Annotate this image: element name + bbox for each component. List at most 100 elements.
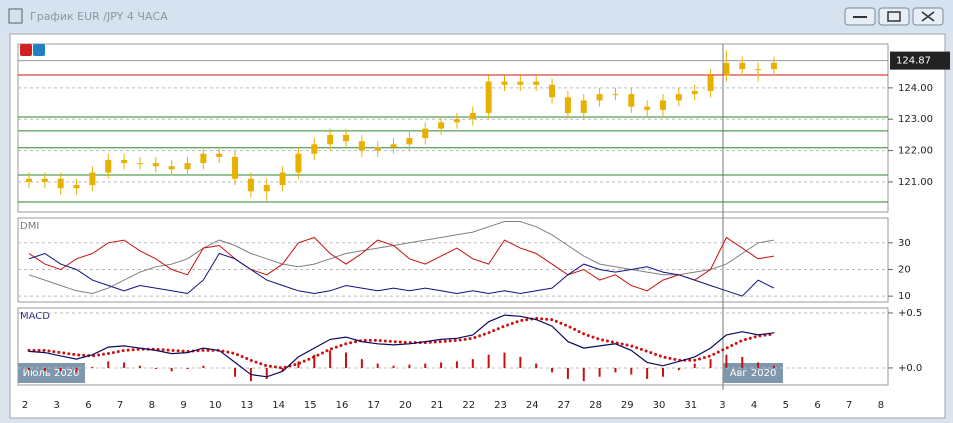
x-tick-label: 7 xyxy=(117,400,123,411)
macd-line xyxy=(28,314,775,378)
y-tick-label: +0.5 xyxy=(898,308,922,319)
x-tick-label: 28 xyxy=(589,400,602,411)
month-label: Авг 2020 xyxy=(730,368,777,379)
candle-body xyxy=(390,144,397,148)
candle-body xyxy=(564,97,571,113)
x-tick-label: 24 xyxy=(526,400,539,411)
candle-body xyxy=(57,178,64,189)
histogram-bar xyxy=(440,362,443,368)
histogram-bar xyxy=(202,365,205,368)
histogram-bar xyxy=(75,367,78,373)
candle-body xyxy=(374,147,381,151)
title-bar xyxy=(0,0,953,32)
candle-body xyxy=(327,134,334,145)
candle-body xyxy=(644,106,651,110)
candle-body xyxy=(105,159,112,173)
histogram-bar xyxy=(408,364,411,368)
candle-body xyxy=(453,119,460,123)
candle-body xyxy=(628,94,635,107)
histogram-bar xyxy=(662,367,664,377)
candle-body xyxy=(739,62,746,70)
candle-body xyxy=(755,69,762,71)
y-tick-label: 124.00 xyxy=(898,83,933,94)
dmi-panel xyxy=(17,217,889,303)
candle-body xyxy=(707,75,714,92)
line-series xyxy=(28,236,774,292)
candle-body xyxy=(343,134,349,142)
candle-body xyxy=(533,81,540,85)
histogram-bar xyxy=(392,365,395,368)
histogram-bar xyxy=(138,365,141,368)
y-tick-label: 122.00 xyxy=(898,146,933,157)
last-price-label: 124.87 xyxy=(896,56,931,67)
candle-body xyxy=(295,153,302,173)
x-tick-label: 7 xyxy=(846,400,852,411)
x-tick-label: 22 xyxy=(462,400,475,411)
candle-body xyxy=(41,178,48,182)
last-price-box xyxy=(890,51,950,70)
x-tick-label: 5 xyxy=(783,400,789,411)
histogram-bar xyxy=(519,356,522,368)
histogram-bar xyxy=(424,363,427,368)
histogram-bar xyxy=(757,362,760,368)
blue-button[interactable] xyxy=(33,44,45,56)
histogram-bar xyxy=(471,359,474,368)
histogram-bar xyxy=(265,367,268,379)
x-tick-label: 10 xyxy=(209,400,222,411)
x-tick-label: 2 xyxy=(22,400,28,411)
panel-label: MACD xyxy=(20,311,50,322)
histogram-bar xyxy=(43,367,46,372)
candle-body xyxy=(660,100,666,110)
candle-body xyxy=(612,94,619,96)
candle-body xyxy=(358,141,365,151)
x-tick-label: 31 xyxy=(684,400,697,411)
x-tick-label: 16 xyxy=(336,400,349,411)
candle-body xyxy=(263,185,270,192)
x-tick-label: 15 xyxy=(304,400,317,411)
maximize-button[interactable] xyxy=(878,7,910,26)
x-tick-label: 13 xyxy=(241,400,254,411)
histogram-bar xyxy=(551,367,554,373)
histogram-bar xyxy=(107,361,110,368)
y-tick-label: 121.00 xyxy=(898,177,933,188)
histogram-bar xyxy=(28,367,30,371)
histogram-bar xyxy=(376,363,379,368)
x-tick-label: 30 xyxy=(653,400,666,411)
x-tick-label: 6 xyxy=(814,400,820,411)
candle-body xyxy=(691,91,698,95)
candle-body xyxy=(406,138,413,145)
histogram-bar xyxy=(693,363,696,368)
x-tick-label: 3 xyxy=(54,400,60,411)
candle-body xyxy=(517,81,524,85)
red-button[interactable] xyxy=(20,44,32,56)
y-tick-label: 20 xyxy=(898,264,911,275)
x-tick-label: 20 xyxy=(399,400,412,411)
histogram-bar xyxy=(709,359,712,368)
candle-body xyxy=(469,112,476,120)
histogram-bar xyxy=(313,354,316,368)
x-tick-label: 8 xyxy=(878,400,884,411)
price-panel xyxy=(17,43,889,213)
histogram-bar xyxy=(281,367,284,372)
candle-body xyxy=(232,156,239,179)
x-tick-label: 14 xyxy=(272,400,285,411)
candle-body xyxy=(216,153,223,157)
x-tick-label: 21 xyxy=(431,400,444,411)
candle-body xyxy=(438,122,445,129)
candle-body xyxy=(168,166,175,170)
candle-body xyxy=(311,144,318,154)
candle-body xyxy=(247,178,254,192)
histogram-bar xyxy=(725,354,728,368)
histogram-bar xyxy=(59,367,62,372)
histogram-bar xyxy=(91,366,94,368)
window-title: График EUR /JPY 4 ЧАСА xyxy=(30,10,168,23)
candle-body xyxy=(422,128,429,139)
histogram-bar xyxy=(566,367,569,379)
histogram-bar xyxy=(582,367,585,382)
histogram-bar xyxy=(297,361,300,368)
histogram-bar xyxy=(503,352,506,368)
histogram-bar xyxy=(234,367,237,377)
window-icon xyxy=(8,8,23,24)
histogram-bar xyxy=(345,352,347,368)
panel-label: DMI xyxy=(20,221,39,232)
